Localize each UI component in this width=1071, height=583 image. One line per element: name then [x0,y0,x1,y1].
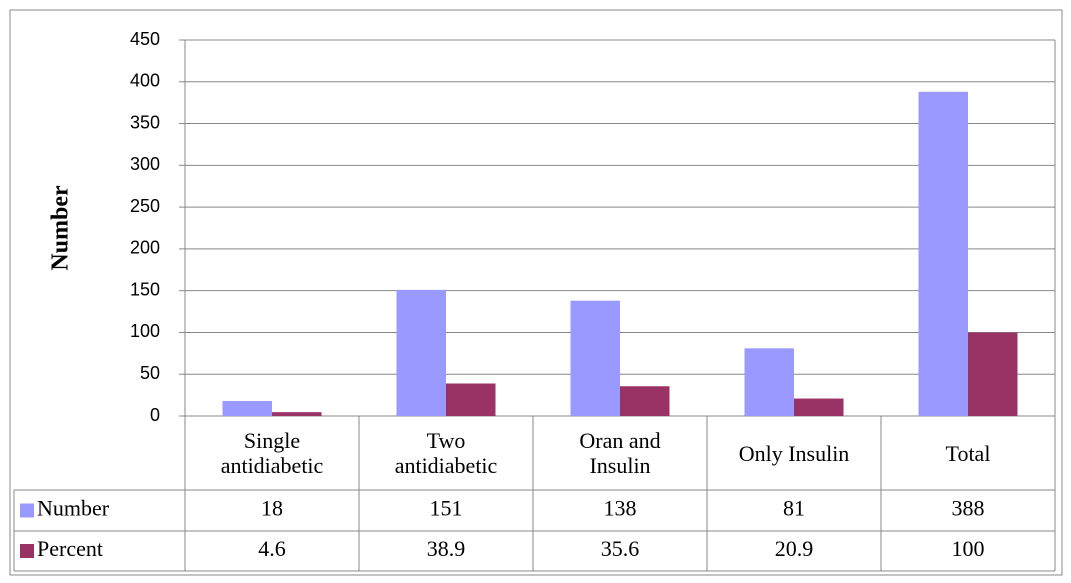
table-value: 388 [952,496,985,521]
bar [570,300,620,416]
bar [222,400,272,416]
y-tick-label: 50 [140,363,160,383]
table-value: 38.9 [427,536,466,561]
table-value: 81 [783,496,805,521]
table-value: 18 [261,496,283,521]
bar [396,289,446,416]
y-tick-label: 150 [130,279,160,299]
y-tick-label: 250 [130,196,160,216]
table-value: 138 [604,496,637,521]
bar [620,386,670,416]
y-tick-label: 0 [150,405,160,425]
y-tick-label: 350 [130,112,160,132]
x-tick-label: Total [945,440,991,466]
chart-border [9,9,1063,576]
legend-key [20,503,34,518]
bar [272,412,322,416]
y-tick-label: 450 [130,29,160,49]
y-tick-label: 200 [130,238,160,258]
bar [918,91,968,416]
x-tick-label: Single antidiabetic [220,428,324,478]
legend-label: Percent [37,536,103,561]
table-value: 151 [430,496,463,521]
legend-label: Number [37,496,110,521]
y-tick-label: 400 [130,71,160,91]
x-tick-label: Only Insulin [738,440,850,466]
y-axis-title: Number [48,185,74,271]
legend-key [20,544,34,558]
bar [968,332,1018,416]
table-value: 20.9 [775,536,814,561]
bar [446,383,496,416]
table-value: 100 [952,536,985,561]
y-tick-label: 100 [130,321,160,341]
table-value: 35.6 [601,536,640,561]
bar [794,398,844,416]
x-tick-label: Oran and Insulin [579,428,661,478]
y-tick-label: 300 [130,154,160,174]
x-tick-label: Two antidiabetic [394,428,498,478]
table-value: 4.6 [258,536,286,561]
bar [744,348,794,416]
